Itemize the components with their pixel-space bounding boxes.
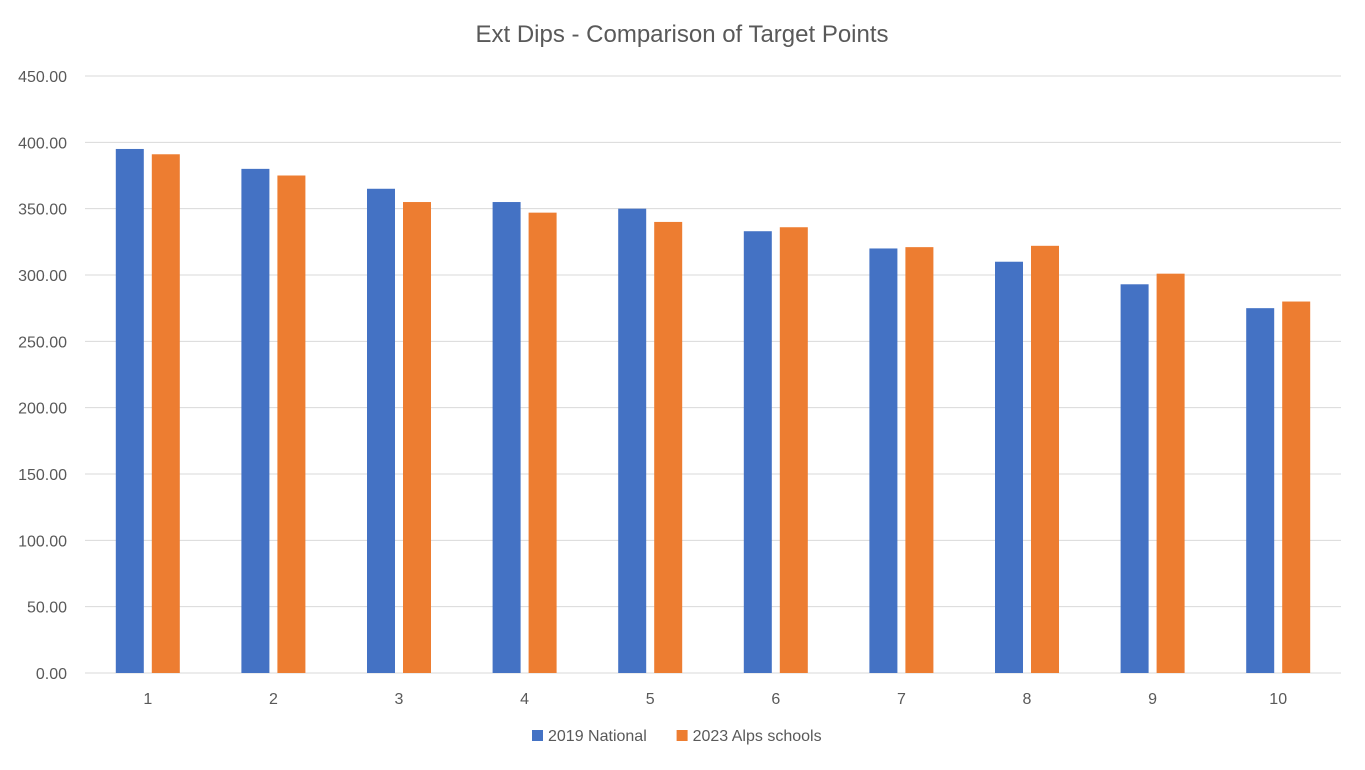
y-tick-label: 150.00 (18, 467, 67, 484)
y-tick-label: 50.00 (27, 600, 67, 617)
legend-label: 2023 Alps schools (693, 728, 822, 745)
y-tick-label: 200.00 (18, 401, 67, 418)
bar-series2-cat-2 (277, 175, 306, 673)
x-tick-label: 5 (646, 691, 655, 708)
y-tick-label: 350.00 (18, 202, 67, 219)
x-tick-label: 4 (520, 691, 529, 708)
bar-series2-cat-6 (779, 227, 808, 674)
bar-series1-cat-7 (869, 248, 898, 673)
y-tick-label: 450.00 (18, 69, 67, 86)
bar-series1-cat-1 (115, 148, 144, 673)
chart-title: Ext Dips - Comparison of Target Points (475, 21, 888, 48)
y-tick-label: 300.00 (18, 268, 67, 285)
legend: 2019 National 2023 Alps schools (532, 728, 822, 745)
bar-series2-cat-3 (403, 202, 431, 674)
y-tick-label: 250.00 (18, 334, 67, 351)
y-tick-label: 0.00 (36, 666, 67, 683)
bar-series1-cat-10 (1246, 308, 1275, 673)
x-tick-label: 7 (897, 691, 906, 708)
x-axis-ticks: 1 2 3 4 5 6 7 8 9 10 (143, 691, 1287, 708)
bar-series1-cat-5 (618, 208, 647, 673)
x-tick-label: 8 (1023, 691, 1032, 708)
x-tick-label: 1 (143, 691, 152, 708)
bar-series2-cat-4 (528, 212, 557, 673)
y-tick-label: 400.00 (18, 135, 67, 152)
bar-series1-cat-6 (743, 231, 772, 673)
legend-item: 2023 Alps schools (676, 728, 822, 745)
bar-series2-cat-8 (1031, 245, 1059, 673)
bar-series1-cat-9 (1120, 284, 1149, 673)
x-tick-label: 6 (771, 691, 780, 708)
bars (115, 148, 1311, 674)
y-tick-label: 100.00 (18, 533, 67, 550)
y-axis-ticks: 0.00 50.00 100.00 150.00 200.00 250.00 300.00 3… (18, 69, 67, 683)
x-tick-label: 2 (269, 691, 278, 708)
x-tick-label: 9 (1148, 691, 1157, 708)
x-tick-label: 3 (395, 691, 404, 708)
bar-series2-cat-1 (151, 154, 180, 674)
bar-series1-cat-8 (995, 261, 1023, 673)
bar-series1-cat-4 (492, 202, 521, 674)
x-tick-label: 10 (1269, 691, 1287, 708)
bar-series2-cat-7 (905, 247, 934, 673)
bar-series1-cat-2 (241, 168, 270, 673)
bar-series2-cat-5 (654, 221, 683, 673)
bar-series2-cat-10 (1282, 301, 1311, 673)
legend-label: 2019 National (548, 728, 647, 745)
bar-series2-cat-9 (1156, 273, 1185, 673)
legend-swatch (676, 730, 688, 741)
bar-series1-cat-3 (367, 188, 395, 673)
legend-item: 2019 National (532, 728, 647, 745)
gridlines (85, 75, 1341, 674)
legend-swatch (532, 730, 543, 741)
